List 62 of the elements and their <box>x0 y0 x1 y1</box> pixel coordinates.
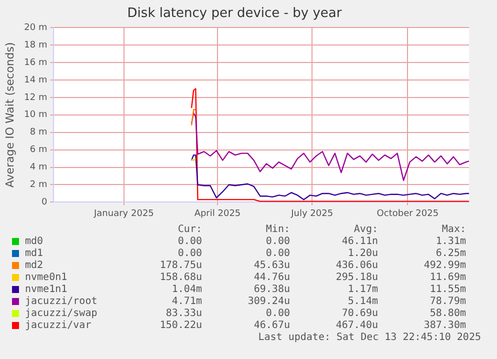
legend-label: md2 <box>25 260 44 271</box>
text: 467.40u <box>334 320 378 331</box>
text: 0.00 <box>264 308 290 319</box>
y-tick-label: 16 m <box>24 58 48 68</box>
text: 46.67u <box>252 320 290 331</box>
text: 78.79m <box>428 296 466 307</box>
y-tick-label: 2 m <box>30 180 48 190</box>
text: 0.00 <box>176 248 202 259</box>
legend-label: md0 <box>25 236 44 247</box>
text: 309.24u <box>246 296 290 307</box>
text: 70.69u <box>340 308 378 319</box>
text: 83.33u <box>164 308 202 319</box>
legend-label: jacuzzi/swap <box>25 308 98 319</box>
text: 5.14m <box>346 296 378 307</box>
text: 492.99m <box>422 260 466 271</box>
legend-label: jacuzzi/var <box>25 320 92 331</box>
y-tick-label: 12 m <box>24 92 48 103</box>
text: 69.38u <box>252 284 290 295</box>
text: 0.00 <box>176 236 202 247</box>
legend-label: md1 <box>25 248 44 259</box>
text: 0.00 <box>264 236 290 247</box>
text: 1.17m <box>346 284 378 295</box>
text: 0.00 <box>264 248 290 259</box>
text: 1.31m <box>434 236 466 247</box>
chart-title: Disk latency per device - by year <box>127 6 342 22</box>
x-tick-label: July 2025 <box>290 208 334 219</box>
text: Min: <box>264 224 290 235</box>
text: 46.11n <box>340 236 378 247</box>
text: 150.22u <box>158 320 202 331</box>
text: 11.55m <box>428 284 466 295</box>
text: 178.75u <box>158 260 202 271</box>
y-tick-label: 8 m <box>30 128 48 138</box>
x-tick-label: January 2025 <box>93 208 154 219</box>
text: 1.20u <box>346 248 378 259</box>
legend-label: jacuzzi/root <box>25 296 98 307</box>
x-tick-label: October 2025 <box>376 208 439 219</box>
text: 4.71m <box>170 296 202 307</box>
text: Cur: <box>176 224 202 235</box>
legend-label: nvme1n1 <box>25 284 68 295</box>
y-tick-label: 6 m <box>30 145 48 156</box>
text: 44.76u <box>252 272 290 283</box>
text: Last update: Sat Dec 13 22:45:10 2025 <box>257 332 482 343</box>
text: 1.04m <box>170 284 202 295</box>
y-tick-label: 10 m <box>24 110 48 120</box>
y-tick-label: 14 m <box>24 75 48 86</box>
text: 436.06u <box>334 260 378 271</box>
text: 45.63u <box>252 260 290 271</box>
text: Avg: <box>352 224 378 235</box>
text: 58.80m <box>428 308 466 319</box>
text: 387.30m <box>422 320 466 331</box>
text: 6.25m <box>434 248 466 259</box>
y-tick-label: 18 m <box>24 40 48 50</box>
y-tick-label: 20 m <box>24 22 48 33</box>
y-tick-label: 4 m <box>30 162 48 173</box>
text: 158.68u <box>158 272 202 283</box>
text: 295.18u <box>334 272 378 283</box>
text: 11.69m <box>428 272 466 283</box>
x-tick-label: April 2025 <box>194 208 241 219</box>
y-tick-label: 0 <box>42 198 48 208</box>
y-axis-title: Average IO Wait (seconds) <box>3 42 16 188</box>
text: Max: <box>440 224 466 235</box>
legend-label: nvme0n1 <box>25 272 68 283</box>
